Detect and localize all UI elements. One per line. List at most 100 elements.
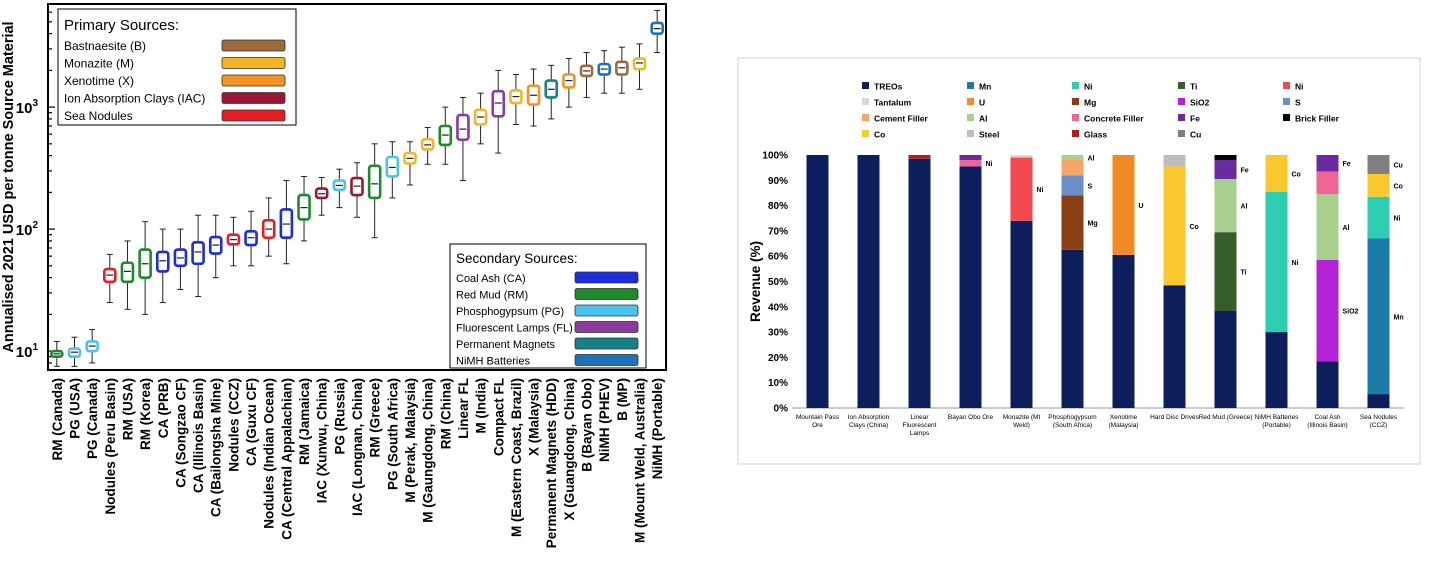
segment-label: U [1139, 203, 1144, 210]
legend-swatch [1072, 82, 1079, 89]
box-28 [544, 64, 559, 120]
segment-label: Ni [986, 161, 993, 168]
bar-segment [959, 155, 982, 161]
box-29 [562, 58, 576, 108]
segment-label: Mn [1394, 314, 1404, 321]
bar-segment [1316, 259, 1339, 362]
y-tick-label: 102 [16, 220, 39, 239]
x-tick-label: NiMH Batteries (Portable) [1255, 414, 1299, 429]
x-tick-label: CA (Guxu CF) [244, 378, 259, 466]
box-25 [491, 69, 506, 154]
x-tick-label: RM (Canada) [50, 378, 65, 461]
legend-swatch [221, 109, 286, 122]
box-12 [261, 197, 276, 257]
bar-segment [1316, 171, 1339, 195]
x-tick-label: RM (Korea) [138, 378, 153, 450]
box-11 [244, 210, 258, 267]
legend-label: Steel [979, 130, 999, 140]
legend-swatch [967, 130, 974, 137]
legend-label: Phosphogypsum (PG) [456, 306, 564, 318]
bar-2 [908, 155, 931, 408]
legend-primary: Primary Sources: Bastnaesite (B) Monazite … [57, 8, 297, 126]
y-tick-label: 10% [768, 378, 788, 389]
legend-swatch [574, 321, 639, 333]
x-tick-label: RM (USA) [120, 378, 135, 440]
box-16 [332, 168, 347, 209]
legend-label: Glass [1084, 130, 1107, 140]
x-tick-label: Nodules (CCZ) [226, 378, 241, 472]
box-30 [579, 52, 594, 98]
legend-label: Co [874, 130, 885, 140]
box-4 [120, 240, 135, 310]
legend-swatch [1072, 130, 1079, 137]
box-9 [208, 214, 223, 279]
bar-4 [1010, 155, 1033, 408]
y-axis-label: Annualised 2021 USD per tonne Source Mat… [1, 21, 17, 352]
legend-label: S [1295, 98, 1301, 108]
bar-segment [1316, 155, 1339, 172]
box-0 [50, 340, 64, 367]
legend-swatch [862, 82, 869, 89]
segment-label: Mg [1088, 221, 1098, 228]
box-19 [385, 141, 400, 199]
box-13 [279, 180, 294, 265]
x-tick-label: B (Bayan Obo) [580, 378, 595, 472]
legend-swatch [862, 130, 869, 137]
segment-label: Ti [1241, 269, 1247, 276]
legend-swatch [1072, 98, 1079, 105]
box-31 [597, 50, 612, 94]
x-tick-label: CA (Illinois Basin) [191, 378, 206, 493]
bar-3 [959, 155, 982, 408]
legend-swatch [221, 92, 286, 104]
bar-segment [908, 155, 931, 159]
box-5 [138, 221, 152, 315]
legend-swatch [1178, 114, 1185, 121]
y-tick-label: 40% [768, 302, 788, 313]
legend-label: Cu [1190, 130, 1201, 140]
y-axis-label: Revenue (%) [748, 241, 763, 322]
segment-label: Fe [1343, 161, 1351, 168]
bar-segment [1214, 179, 1237, 233]
x-tick-label: NiMH (PHEV) [597, 378, 612, 462]
bar-segment [908, 158, 931, 408]
y-tick-label: 90% [768, 176, 788, 187]
bar-8 [1214, 155, 1237, 408]
legend-label: Ni [1084, 82, 1093, 92]
x-tick-label: RM (Jamaica) [297, 378, 312, 465]
bar-segment [1163, 285, 1186, 408]
legend-swatch [574, 304, 639, 317]
box-body [155, 250, 170, 273]
box-body [367, 164, 382, 200]
bar-segment [1214, 310, 1237, 408]
box-23 [456, 96, 470, 182]
legend-title: Primary Sources: [64, 17, 179, 34]
box-27 [526, 68, 541, 127]
x-tick-label: CA (Songzao CF) [173, 378, 188, 488]
y-tick-label: 0% [774, 404, 789, 415]
x-tick-label: Permanent Magnets (HDD) [544, 378, 559, 548]
x-tick-label: Nodules (Peru Basin) [103, 378, 118, 515]
legend-label: Cement Filler [874, 114, 929, 124]
x-tick-label: Linear FL [456, 378, 471, 439]
box-8 [191, 214, 205, 298]
legend-label: Concrete Filler [1084, 114, 1144, 124]
bar-segment [1367, 173, 1390, 197]
x-tick-label: PG (USA) [67, 378, 82, 439]
box-7 [173, 228, 188, 290]
y-tick-label: 60% [768, 252, 788, 263]
box-33 [632, 43, 647, 90]
bar-segment [1316, 361, 1339, 408]
legend-swatch [1283, 82, 1290, 89]
segment-label: Co [1190, 224, 1199, 231]
box-15 [314, 176, 329, 216]
x-tick-label: CA (Central Appalachian) [279, 378, 294, 540]
bar-segment [1265, 191, 1288, 333]
y-tick-label: 103 [16, 98, 39, 117]
x-tick-label: NiMH (Portable) [650, 378, 665, 479]
legend-swatch [1178, 130, 1185, 137]
box-6 [155, 228, 170, 304]
legend-swatch [574, 271, 639, 284]
bar-segment [1367, 155, 1390, 174]
bar-7 [1163, 155, 1186, 408]
